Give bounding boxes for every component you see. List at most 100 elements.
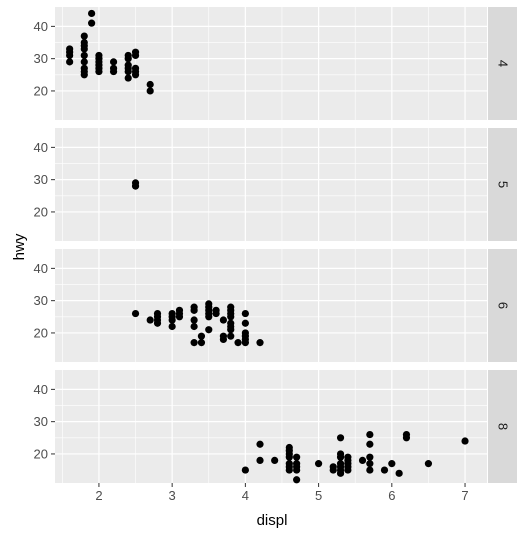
y-tick-label: 20 [34, 204, 48, 219]
y-tick-label: 40 [34, 382, 48, 397]
data-point [168, 322, 176, 331]
x-tick-label: 6 [388, 488, 395, 503]
data-point [66, 51, 74, 60]
data-point [190, 339, 198, 347]
data-point [336, 453, 345, 461]
data-point [124, 74, 132, 82]
facet-strip-label: 5 [496, 181, 511, 188]
data-point [146, 316, 154, 324]
data-point [314, 460, 323, 468]
data-point [336, 434, 345, 442]
facet-panels: 20 30 40 4 20 30 40 5 20 30 40 6 20 30 40 8 [34, 7, 517, 484]
panel-background [55, 7, 487, 120]
facet-strip-label: 4 [496, 60, 511, 67]
x-axis-title: displ [257, 512, 288, 529]
data-point [109, 67, 118, 76]
data-point [366, 440, 374, 448]
data-point [329, 466, 337, 474]
data-point [219, 335, 228, 343]
data-point [227, 313, 235, 321]
y-tick-label: 30 [34, 51, 48, 66]
data-point [131, 182, 140, 190]
y-tick-label: 40 [34, 140, 48, 155]
data-point [80, 45, 88, 53]
x-tick-label: 5 [315, 488, 322, 503]
data-point [380, 466, 389, 474]
data-point [293, 453, 301, 461]
data-point [241, 319, 249, 327]
y-tick-label: 40 [34, 261, 48, 276]
data-point [344, 466, 352, 474]
data-point [131, 309, 140, 318]
y-tick-label: 20 [34, 325, 48, 340]
data-point [241, 466, 249, 474]
data-point [131, 71, 140, 79]
panel-background [55, 128, 487, 241]
facet-strip [488, 370, 517, 483]
data-point [461, 437, 469, 445]
y-tick-label: 30 [34, 293, 48, 308]
data-point [256, 440, 264, 448]
data-point [402, 434, 411, 442]
data-point [227, 326, 235, 334]
data-point [88, 9, 96, 18]
facet-panel-5: 20 30 40 5 [34, 128, 517, 241]
facet-strip-label: 6 [496, 302, 511, 309]
data-point [146, 80, 154, 89]
data-point [197, 332, 206, 340]
data-point [366, 460, 374, 468]
data-point [146, 87, 154, 95]
facet-strip [488, 7, 517, 120]
data-point [293, 466, 301, 474]
data-point [95, 67, 103, 76]
data-point [241, 339, 249, 347]
data-point [212, 309, 220, 318]
data-point [219, 316, 228, 324]
x-tick-label: 7 [461, 488, 468, 503]
data-point [80, 71, 88, 79]
data-point [241, 309, 249, 318]
data-point [358, 456, 367, 464]
facet-panel-8: 20 30 40 8 [34, 370, 517, 484]
data-point [366, 430, 374, 439]
facet-strip-label: 8 [496, 423, 511, 430]
data-point [190, 316, 198, 324]
data-point [366, 453, 374, 461]
data-point [168, 316, 176, 324]
data-point [66, 58, 74, 66]
facet-strip [488, 128, 517, 241]
data-point [366, 466, 374, 474]
data-point [271, 456, 279, 464]
x-tick-label: 2 [95, 488, 102, 503]
data-point [131, 51, 140, 60]
data-point [388, 460, 396, 468]
y-tick-label: 40 [34, 19, 48, 34]
data-point [190, 322, 198, 331]
data-point [88, 19, 96, 27]
facet-panel-4: 20 30 40 4 [34, 7, 517, 120]
data-point [124, 55, 132, 63]
data-point [197, 339, 206, 347]
facet-panel-6: 20 30 40 6 [34, 249, 517, 362]
data-point [256, 456, 264, 464]
data-point [285, 466, 293, 474]
data-point [205, 326, 213, 334]
data-point [424, 460, 433, 468]
data-point [256, 339, 264, 347]
y-tick-label: 30 [34, 414, 48, 429]
data-point [293, 476, 301, 484]
y-tick-label: 30 [34, 172, 48, 187]
panel-background [55, 249, 487, 362]
x-tick-label: 3 [169, 488, 176, 503]
data-point [80, 51, 88, 60]
y-tick-label: 20 [34, 83, 48, 98]
data-point [80, 32, 88, 40]
x-axis: 2 3 4 5 6 7 [95, 483, 469, 503]
data-point [395, 469, 403, 477]
data-point [190, 306, 198, 314]
data-point [124, 67, 132, 76]
data-point [285, 453, 293, 461]
facet-strip [488, 249, 517, 362]
data-point [336, 469, 345, 477]
